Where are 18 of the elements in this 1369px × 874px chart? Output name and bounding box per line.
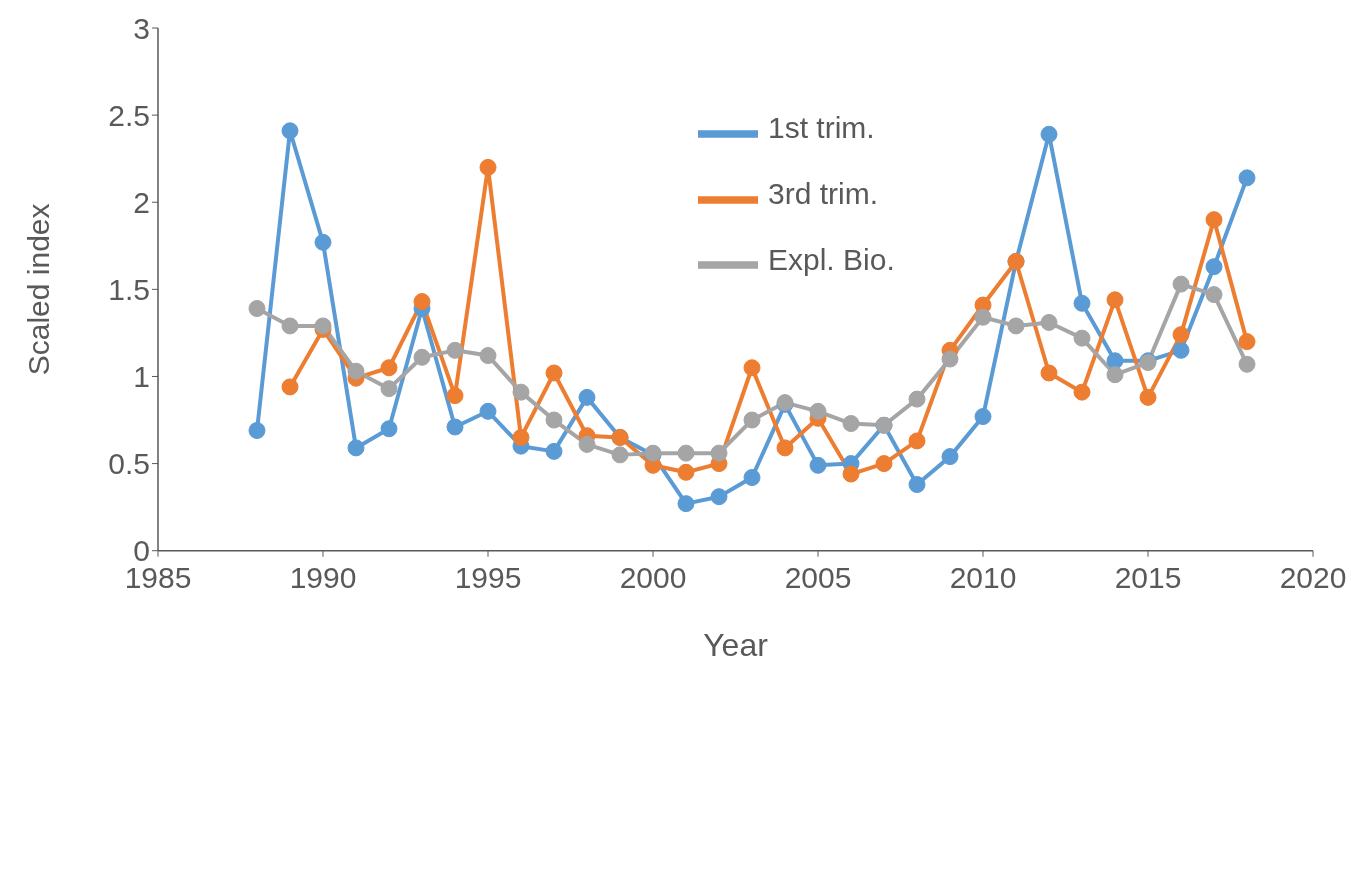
x-tick-label: 2005	[784, 561, 852, 594]
x-tick-label: 2000	[619, 561, 687, 594]
y-axis-title: Scaled index	[21, 203, 55, 376]
x-axis-title: Year	[703, 626, 769, 663]
y-tick-label: 1	[133, 360, 150, 394]
y-tick-label: 2	[133, 185, 150, 219]
x-tick-label: 1990	[289, 561, 357, 594]
y-tick-label: 3	[133, 11, 150, 45]
x-tick-label: 2010	[949, 561, 1017, 594]
x-tick-label: 1995	[454, 561, 522, 594]
x-tick-label: 2020	[1279, 561, 1347, 594]
y-tick-label: 1.5	[108, 273, 150, 306]
y-tick-label: 0.5	[108, 447, 150, 481]
legend-label: 1st trim.	[768, 111, 875, 144]
legend-label: 3rd trim.	[768, 176, 879, 210]
x-tick-label: 2015	[1114, 561, 1182, 594]
legend-label: Expl. Bio.	[768, 242, 895, 276]
y-tick-label: 2.5	[108, 98, 150, 132]
